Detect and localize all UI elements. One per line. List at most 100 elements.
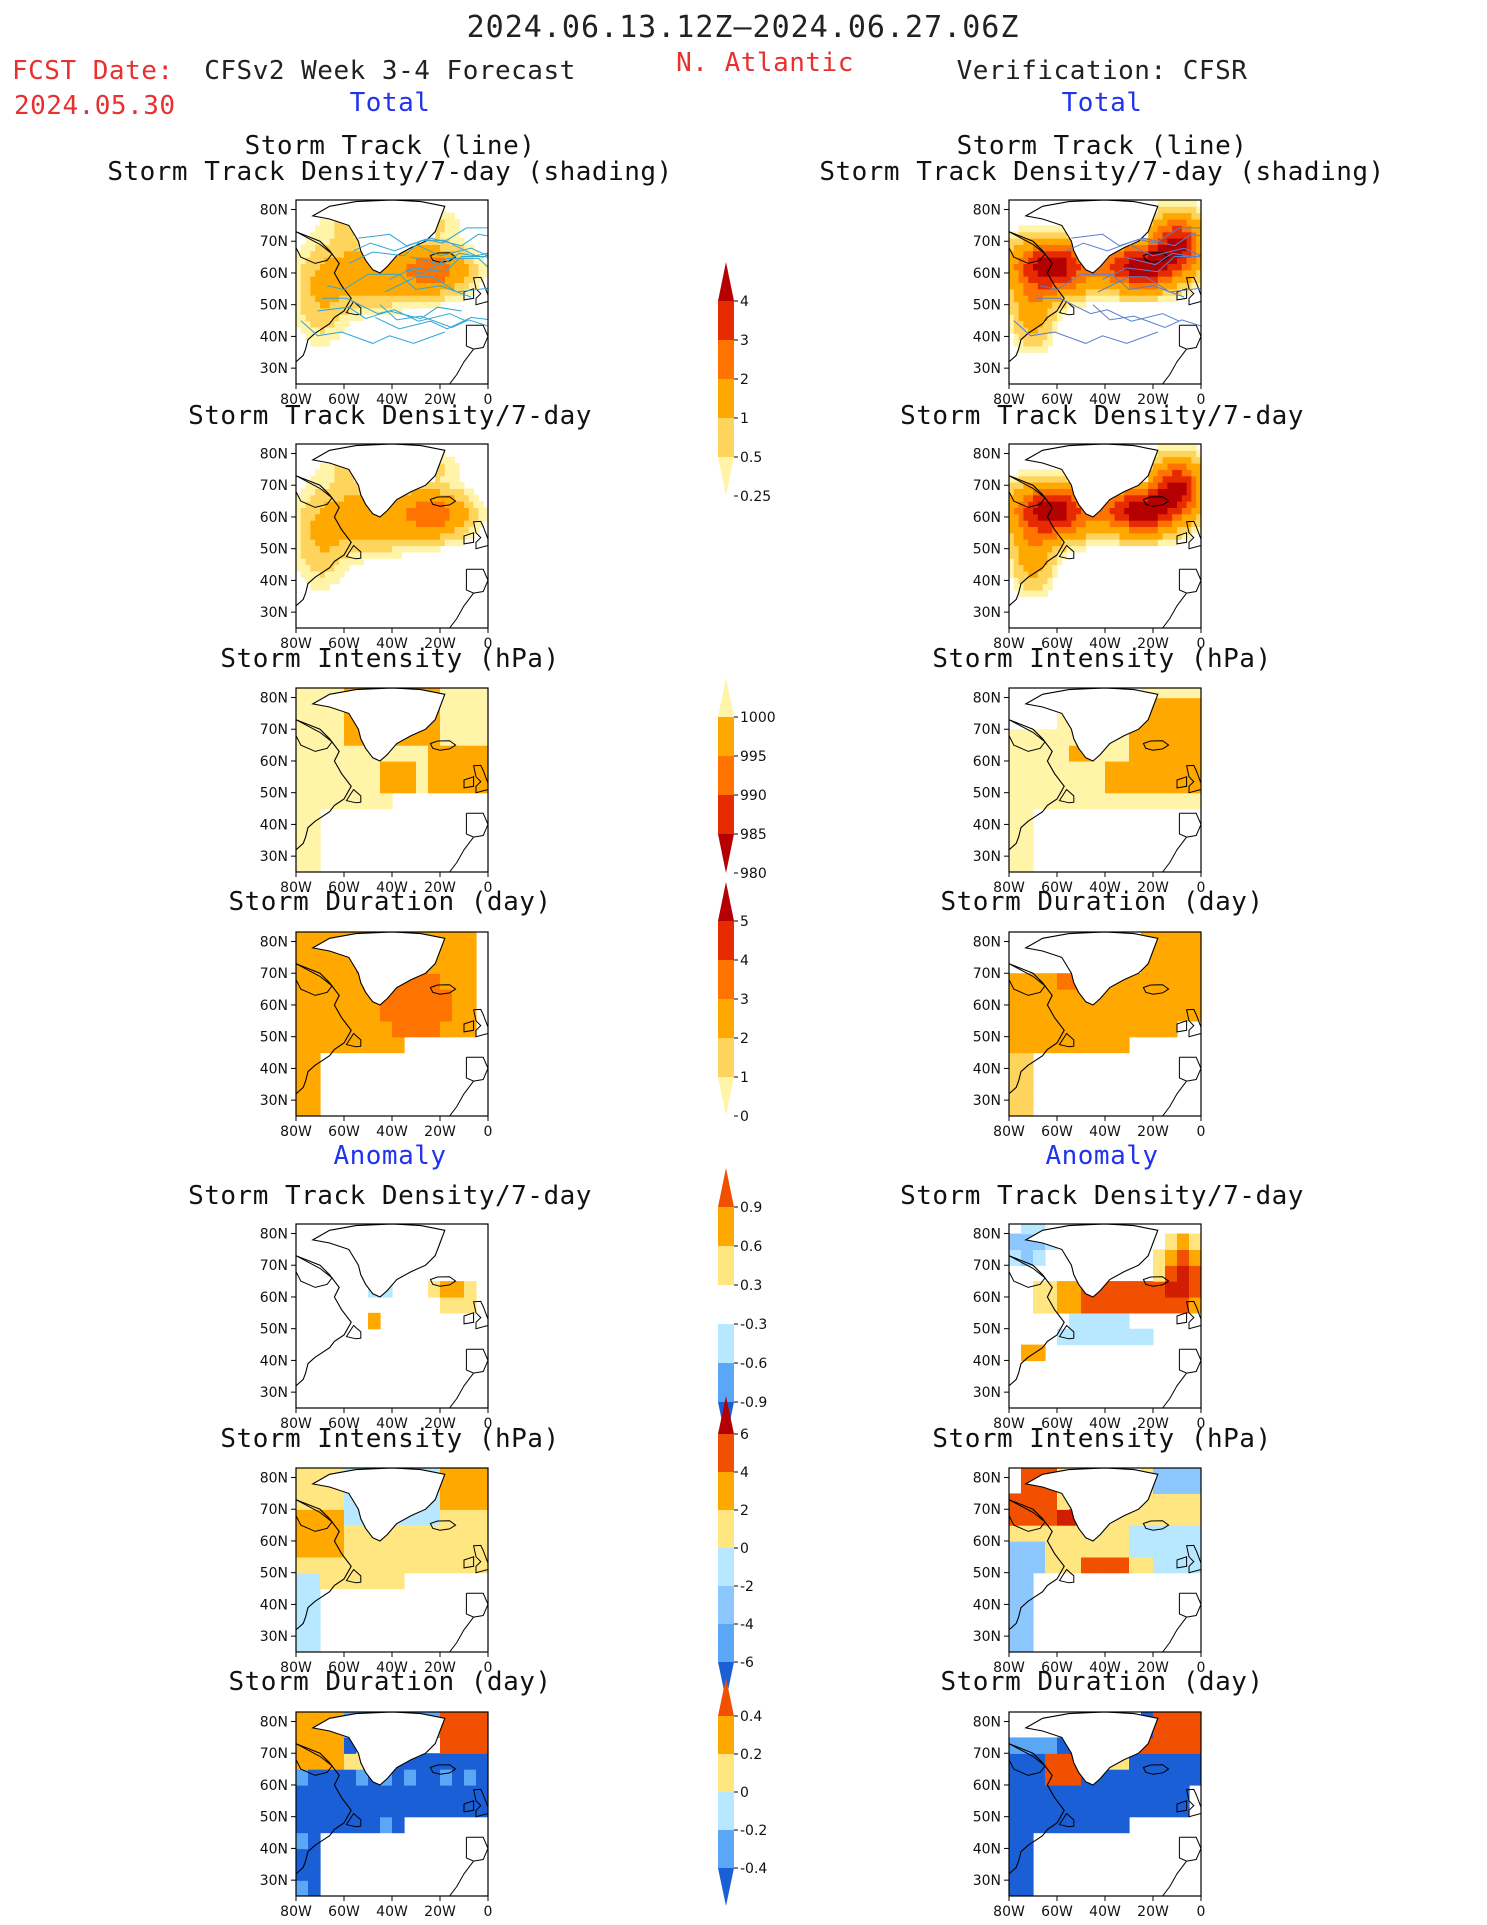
field-cell (1033, 532, 1039, 540)
field-cell (1153, 488, 1159, 496)
field-cell (396, 307, 403, 315)
lat-tick-label: 80N (973, 935, 1001, 951)
field-cell (1153, 1265, 1166, 1282)
field-cell (1186, 206, 1192, 214)
field-cell (1141, 1020, 1154, 1038)
field-cell (310, 288, 316, 296)
field-cell (344, 469, 350, 477)
field-cell (1028, 494, 1034, 502)
field-cell (1177, 231, 1183, 239)
field-cell (1013, 494, 1020, 502)
field-cell (1153, 282, 1159, 290)
field-cell (1167, 539, 1173, 547)
field-cell (1047, 314, 1053, 322)
lat-tick-label: 50N (973, 1030, 1001, 1046)
field-cell (406, 539, 412, 547)
field-cell (1061, 238, 1068, 245)
field-cell (1045, 1493, 1058, 1510)
field-cell (452, 932, 465, 943)
field-cell (1177, 269, 1183, 277)
field-cell (315, 276, 321, 283)
field-cell (308, 1525, 321, 1542)
field-cell (1119, 526, 1125, 534)
field-cell (1057, 1036, 1070, 1054)
field-cell (476, 713, 488, 730)
colorbar-label: -0.2 (740, 1823, 767, 1839)
lon-tick-label: 80W (280, 1660, 312, 1676)
field-cell (344, 545, 350, 553)
field-cell (1066, 539, 1072, 547)
field-cell (356, 1541, 369, 1558)
field-cell (353, 558, 359, 566)
newfoundland-coastline (1058, 1324, 1075, 1340)
field-cell (454, 276, 460, 283)
field-cell (1172, 250, 1178, 258)
field-cell (339, 301, 345, 309)
field-cell (324, 532, 331, 540)
field-cell (1196, 520, 1201, 527)
field-cell (1033, 257, 1039, 264)
field-cell (1177, 957, 1190, 974)
field-cell (468, 501, 475, 508)
lat-tick-label: 30N (973, 1385, 1001, 1401)
field-cell (459, 520, 465, 527)
field-cell (1085, 282, 1092, 290)
field-cell (1141, 1541, 1154, 1558)
colorbar-segment (718, 340, 734, 379)
field-cell (1045, 973, 1058, 990)
field-cell (1148, 482, 1154, 489)
field-cell (339, 250, 345, 258)
field-cell (1042, 513, 1048, 521)
field-cell (332, 1509, 345, 1526)
field-cell (1165, 1265, 1178, 1282)
field-cell (368, 269, 374, 277)
lat-tick-label: 70N (260, 234, 288, 250)
field-cell (1162, 507, 1168, 515)
field-cell (1071, 250, 1077, 258)
field-cell (1129, 1800, 1142, 1818)
field-cell (1189, 1477, 1201, 1494)
field-cell (1013, 526, 1020, 534)
field-cell (1177, 200, 1183, 207)
field-cell (1047, 520, 1053, 527)
field-cell (324, 276, 331, 283)
field-cell (1057, 989, 1070, 1006)
field-cell (428, 776, 441, 794)
field-cell (452, 688, 465, 699)
field-cell (1165, 932, 1178, 943)
field-cell (344, 488, 350, 496)
field-cell (1133, 494, 1140, 502)
field-cell (1009, 808, 1022, 826)
field-cell (416, 761, 429, 778)
field-cell (1119, 539, 1125, 547)
field-cell (324, 314, 331, 322)
field-cell (320, 269, 326, 277)
field-cell (1076, 276, 1082, 283)
field-cell (1037, 545, 1044, 553)
field-cell (1191, 225, 1197, 233)
field-cell (478, 501, 484, 508)
field-cell (1148, 257, 1154, 264)
field-cell (464, 1769, 477, 1786)
field-cell (1023, 488, 1029, 496)
field-cell (1157, 257, 1164, 264)
field-cell (324, 475, 331, 483)
field-cell (344, 792, 357, 810)
field-cell (1165, 776, 1178, 794)
field-cell (1191, 257, 1197, 264)
field-cell (1165, 1721, 1178, 1738)
field-cell (1033, 570, 1039, 578)
field-cell (416, 269, 422, 277)
field-cell (444, 295, 451, 303)
field-cell (1081, 761, 1094, 778)
baffin-coastline (296, 719, 333, 752)
field-cell (1162, 212, 1168, 220)
field-cell (1196, 212, 1201, 220)
field-cell (1153, 456, 1159, 464)
field-cell (339, 482, 345, 489)
verification-total-label: Total (1061, 88, 1143, 118)
colorbar-segment (718, 999, 734, 1038)
lon-tick-label: 80W (993, 392, 1025, 408)
colorbar-segment (718, 1472, 734, 1510)
lat-tick-label: 30N (973, 1873, 1001, 1889)
